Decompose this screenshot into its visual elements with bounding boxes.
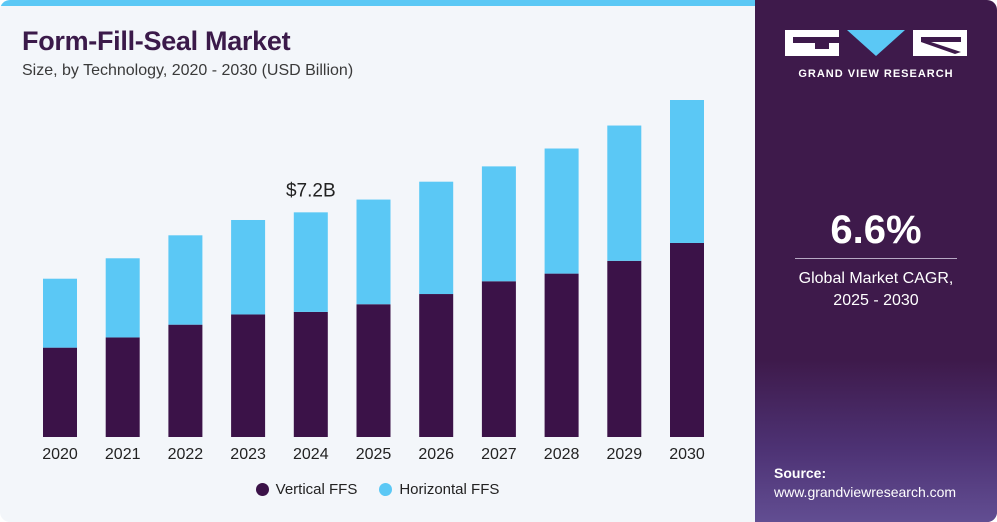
bar-horizontal-2030	[670, 100, 704, 243]
x-tick-label-2025: 2025	[356, 446, 392, 463]
bar-vertical-2020	[43, 347, 77, 437]
x-tick-label-2029: 2029	[607, 446, 643, 463]
bar-vertical-2026	[419, 294, 454, 437]
chart-subtitle: Size, by Technology, 2020 - 2030 (USD Bi…	[22, 62, 354, 79]
cagr-label-line1: Global Market CAGR,	[798, 270, 954, 287]
bar-vertical-2023	[231, 314, 266, 437]
legend-label-vertical: Vertical FFS	[275, 481, 358, 498]
bar-horizontal-2023	[231, 219, 266, 315]
bar-vertical-2021	[105, 337, 140, 437]
x-tick-label-2024: 2024	[293, 446, 329, 463]
bar-vertical-2024	[293, 311, 328, 437]
annotation-value-2024: $7.2B	[286, 180, 336, 201]
bar-vertical-2022	[168, 324, 203, 437]
legend-item-horizontal: Horizontal FFS	[379, 481, 499, 498]
x-tick-label-2022: 2022	[168, 446, 204, 463]
bar-horizontal-2022	[168, 235, 203, 325]
cagr-divider	[795, 258, 957, 259]
bar-vertical-2027	[481, 281, 516, 437]
x-tick-label-2030: 2030	[669, 446, 705, 463]
bar-horizontal-2026	[419, 181, 454, 295]
bar-horizontal-2020	[43, 278, 77, 348]
bar-vertical-2029	[607, 260, 642, 437]
legend-swatch-vertical	[255, 483, 269, 496]
chart-title: Form-Fill-Seal Market	[22, 26, 291, 56]
x-tick-label-2027: 2027	[481, 446, 517, 463]
bar-horizontal-2028	[544, 148, 579, 274]
brand-name: GRAND VIEW RESEARCH	[798, 68, 954, 80]
cagr-label: Global Market CAGR, 2025 - 2030	[755, 268, 997, 312]
chart-panel: Form-Fill-Seal Market Size, by Technolog…	[0, 0, 755, 522]
x-tick-label-2021: 2021	[105, 446, 141, 463]
bar-vertical-2030	[670, 242, 704, 437]
x-tick-label-2020: 2020	[42, 446, 78, 463]
bar-horizontal-2029	[607, 125, 642, 261]
bar-chart: 2020 2021 2022 2023 2024 2025 2026 2027 2028 2029…	[42, 100, 705, 463]
grand-view-research-logo	[785, 30, 967, 56]
bar-vertical-2028	[544, 273, 579, 437]
legend-item-vertical: Vertical FFS	[255, 481, 358, 498]
bar-horizontal-2027	[481, 166, 516, 282]
bar-vertical-2025	[356, 304, 391, 437]
x-tick-label-2026: 2026	[418, 446, 454, 463]
top-accent-bar	[0, 0, 755, 6]
bar-horizontal-2024	[293, 212, 328, 312]
legend-label-horizontal: Horizontal FFS	[399, 481, 500, 498]
cagr-label-line2: 2025 - 2030	[833, 292, 919, 309]
source-url: www.grandviewresearch.com	[774, 484, 957, 500]
legend-swatch-horizontal	[379, 483, 393, 496]
side-panel-glow	[755, 360, 997, 522]
bar-horizontal-2021	[105, 258, 140, 338]
x-tick-label-2023: 2023	[230, 446, 266, 463]
bar-horizontal-2025	[356, 199, 391, 305]
cagr-value: 6.6%	[830, 208, 922, 252]
source-label: Source:	[774, 465, 827, 481]
side-panel: GRAND VIEW RESEARCH 6.6% Global Market C…	[755, 0, 997, 522]
chart-legend: Vertical FFS Horizontal FFS	[0, 481, 755, 498]
x-tick-label-2028: 2028	[544, 446, 580, 463]
